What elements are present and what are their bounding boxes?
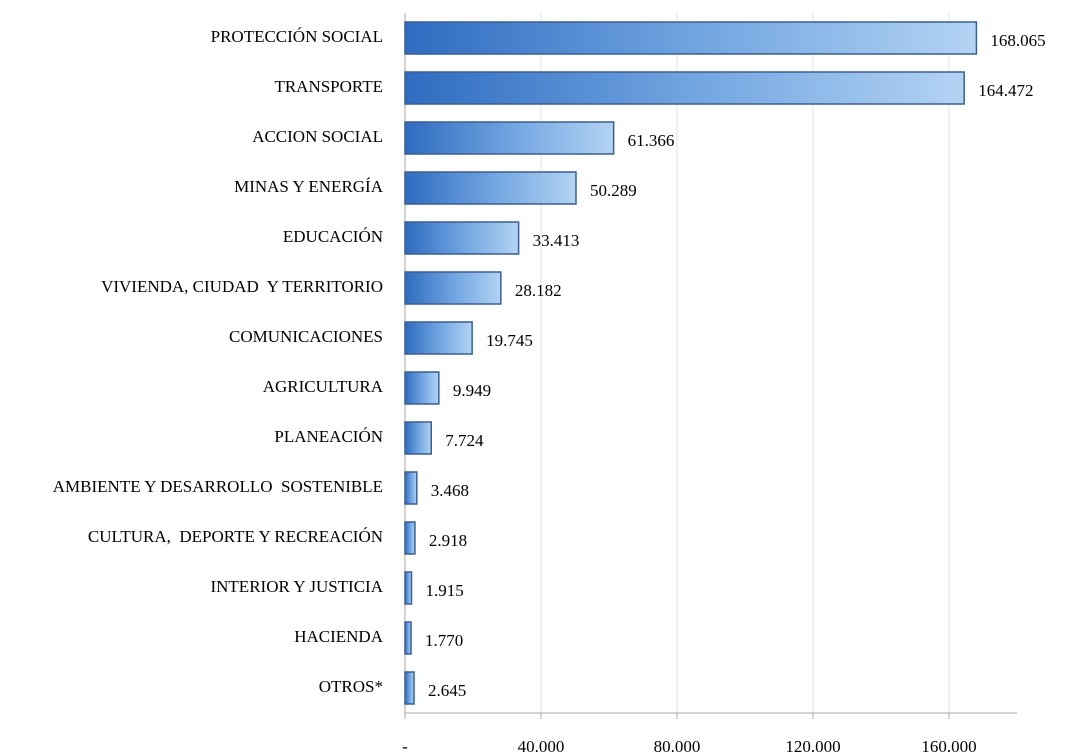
bar xyxy=(404,521,416,555)
value-label: 61.366 xyxy=(628,131,675,150)
value-label: 1.915 xyxy=(426,581,464,600)
y-tick-label: MINAS Y ENERGÍA xyxy=(234,177,384,196)
value-label: 28.182 xyxy=(515,281,562,300)
value-label: 50.289 xyxy=(590,181,637,200)
bar xyxy=(404,421,433,455)
value-label: 2.645 xyxy=(428,681,466,700)
value-label: 168.065 xyxy=(990,31,1045,50)
y-tick-label: ACCION SOCIAL xyxy=(252,127,383,146)
y-tick-label: PLANEACIÓN xyxy=(274,427,383,446)
y-tick-label: CULTURA, DEPORTE Y RECREACIÓN xyxy=(88,527,383,546)
bar xyxy=(404,621,412,655)
x-tick-label: 40.000 xyxy=(518,737,565,756)
bar xyxy=(404,71,965,105)
value-label: 2.918 xyxy=(429,531,467,550)
bar xyxy=(404,221,520,255)
y-tick-label: VIVIENDA, CIUDAD Y TERRITORIO xyxy=(101,277,383,296)
value-label: 33.413 xyxy=(533,231,580,250)
y-tick-label: EDUCACIÓN xyxy=(283,227,383,246)
y-tick-label: INTERIOR Y JUSTICIA xyxy=(210,577,383,596)
bar xyxy=(404,371,440,405)
value-label: 164.472 xyxy=(978,81,1033,100)
value-label: 9.949 xyxy=(453,381,491,400)
x-tick-label: 80.000 xyxy=(654,737,701,756)
x-tick-label: 120.000 xyxy=(785,737,840,756)
y-tick-label: OTROS* xyxy=(319,677,383,696)
bar xyxy=(404,271,502,305)
value-label: 7.724 xyxy=(445,431,484,450)
bar xyxy=(404,121,615,155)
y-tick-label: PROTECCIÓN SOCIAL xyxy=(211,27,383,46)
x-tick-label: 160.000 xyxy=(921,737,976,756)
y-tick-label: HACIENDA xyxy=(294,627,383,646)
x-tick-label: - xyxy=(402,737,408,756)
value-label: 1.770 xyxy=(425,631,463,650)
bar xyxy=(404,171,577,205)
bar xyxy=(404,471,418,505)
y-tick-label: TRANSPORTE xyxy=(274,77,383,96)
value-label: 19.745 xyxy=(486,331,533,350)
bar xyxy=(404,571,413,605)
y-tick-label: AGRICULTURA xyxy=(263,377,384,396)
bar xyxy=(404,321,473,355)
y-tick-label: COMUNICACIONES xyxy=(229,327,383,346)
bar xyxy=(404,21,978,55)
bar xyxy=(404,671,415,705)
y-tick-label: AMBIENTE Y DESARROLLO SOSTENIBLE xyxy=(53,477,383,496)
value-label: 3.468 xyxy=(431,481,469,500)
